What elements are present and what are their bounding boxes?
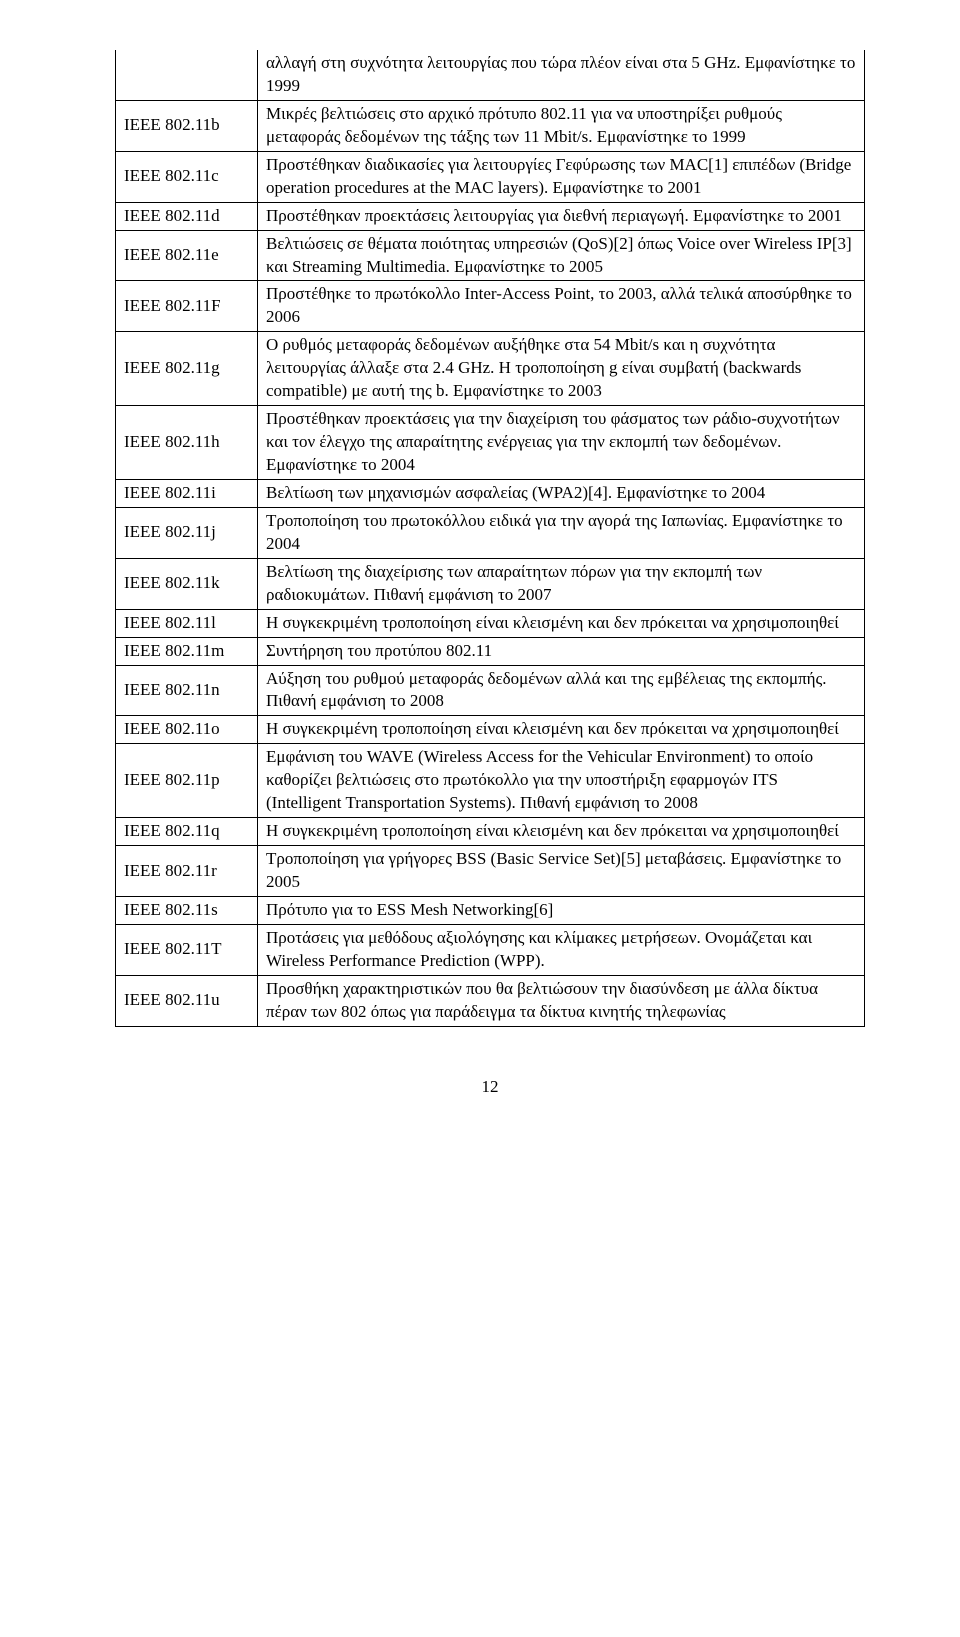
standard-cell: IEEE 802.11u	[116, 975, 258, 1026]
description-cell: Αύξηση του ρυθμού μεταφοράς δεδομένων αλ…	[258, 665, 865, 716]
description-cell: Προτάσεις για μεθόδους αξιολόγησης και κ…	[258, 924, 865, 975]
standard-cell: IEEE 802.11q	[116, 818, 258, 846]
table-row: IEEE 802.11iΒελτίωση των μηχανισμών ασφα…	[116, 479, 865, 507]
standard-cell: IEEE 802.11F	[116, 281, 258, 332]
standard-cell: IEEE 802.11m	[116, 637, 258, 665]
description-cell: Προστέθηκαν προεκτάσεις για την διαχείρι…	[258, 406, 865, 480]
description-cell: Η συγκεκριμένη τροποποίηση είναι κλεισμέ…	[258, 818, 865, 846]
standard-cell	[116, 50, 258, 100]
standard-cell: IEEE 802.11p	[116, 744, 258, 818]
table-row: IEEE 802.11qΗ συγκεκριμένη τροποποίηση ε…	[116, 818, 865, 846]
table-row: IEEE 802.11dΠροστέθηκαν προεκτάσεις λειτ…	[116, 202, 865, 230]
standard-cell: IEEE 802.11e	[116, 230, 258, 281]
description-cell: Τροποποίηση του πρωτοκόλλου ειδικά για τ…	[258, 507, 865, 558]
table-row: IEEE 802.11sΠρότυπο για το ESS Mesh Netw…	[116, 896, 865, 924]
table-row: IEEE 802.11lΗ συγκεκριμένη τροποποίηση ε…	[116, 609, 865, 637]
table-row: IEEE 802.11nΑύξηση του ρυθμού μεταφοράς …	[116, 665, 865, 716]
table-row: αλλαγή στη συχνότητα λειτουργίας που τώρ…	[116, 50, 865, 100]
table-row: IEEE 802.11eΒελτιώσεις σε θέματα ποιότητ…	[116, 230, 865, 281]
description-cell: Συντήρηση του προτύπου 802.11	[258, 637, 865, 665]
standard-cell: IEEE 802.11o	[116, 716, 258, 744]
description-cell: Προσθήκη χαρακτηριστικών που θα βελτιώσο…	[258, 975, 865, 1026]
standard-cell: IEEE 802.11d	[116, 202, 258, 230]
description-cell: Εμφάνιση του WAVE (Wireless Access for t…	[258, 744, 865, 818]
standard-cell: IEEE 802.11n	[116, 665, 258, 716]
description-cell: Βελτίωση των μηχανισμών ασφαλείας (WPA2)…	[258, 479, 865, 507]
table-row: IEEE 802.11kΒελτίωση της διαχείρισης των…	[116, 558, 865, 609]
description-cell: Προστέθηκαν διαδικασίες για λειτουργίες …	[258, 151, 865, 202]
standard-cell: IEEE 802.11h	[116, 406, 258, 480]
table-row: IEEE 802.11FΠροστέθηκε το πρωτόκολλο Int…	[116, 281, 865, 332]
table-row: IEEE 802.11pΕμφάνιση του WAVE (Wireless …	[116, 744, 865, 818]
description-cell: Τροποποίηση για γρήγορες BSS (Basic Serv…	[258, 846, 865, 897]
standard-cell: IEEE 802.11i	[116, 479, 258, 507]
description-cell: Προστέθηκε το πρωτόκολλο Inter-Access Po…	[258, 281, 865, 332]
standard-cell: IEEE 802.11l	[116, 609, 258, 637]
table-row: IEEE 802.11uΠροσθήκη χαρακτηριστικών που…	[116, 975, 865, 1026]
table-row: IEEE 802.11gΟ ρυθμός μεταφοράς δεδομένων…	[116, 332, 865, 406]
standard-cell: IEEE 802.11c	[116, 151, 258, 202]
table-row: IEEE 802.11jΤροποποίηση του πρωτοκόλλου …	[116, 507, 865, 558]
description-cell: Πρότυπο για το ESS Mesh Networking[6]	[258, 896, 865, 924]
standard-cell: IEEE 802.11k	[116, 558, 258, 609]
ieee-standards-table: αλλαγή στη συχνότητα λειτουργίας που τώρ…	[115, 50, 865, 1027]
table-row: IEEE 802.11hΠροστέθηκαν προεκτάσεις για …	[116, 406, 865, 480]
table-row: IEEE 802.11mΣυντήρηση του προτύπου 802.1…	[116, 637, 865, 665]
description-cell: Ο ρυθμός μεταφοράς δεδομένων αυξήθηκε στ…	[258, 332, 865, 406]
description-cell: Η συγκεκριμένη τροποποίηση είναι κλεισμέ…	[258, 716, 865, 744]
description-cell: αλλαγή στη συχνότητα λειτουργίας που τώρ…	[258, 50, 865, 100]
standard-cell: IEEE 802.11j	[116, 507, 258, 558]
table-row: IEEE 802.11TΠροτάσεις για μεθόδους αξιολ…	[116, 924, 865, 975]
standard-cell: IEEE 802.11T	[116, 924, 258, 975]
table-row: IEEE 802.11oΗ συγκεκριμένη τροποποίηση ε…	[116, 716, 865, 744]
standard-cell: IEEE 802.11r	[116, 846, 258, 897]
table-row: IEEE 802.11bΜικρές βελτιώσεις στο αρχικό…	[116, 100, 865, 151]
description-cell: Μικρές βελτιώσεις στο αρχικό πρότυπο 802…	[258, 100, 865, 151]
description-cell: Βελτιώσεις σε θέματα ποιότητας υπηρεσιών…	[258, 230, 865, 281]
description-cell: Η συγκεκριμένη τροποποίηση είναι κλεισμέ…	[258, 609, 865, 637]
description-cell: Προστέθηκαν προεκτάσεις λειτουργίας για …	[258, 202, 865, 230]
description-cell: Βελτίωση της διαχείρισης των απαραίτητων…	[258, 558, 865, 609]
page-number: 12	[115, 1077, 865, 1097]
standard-cell: IEEE 802.11s	[116, 896, 258, 924]
standard-cell: IEEE 802.11g	[116, 332, 258, 406]
table-row: IEEE 802.11cΠροστέθηκαν διαδικασίες για …	[116, 151, 865, 202]
standard-cell: IEEE 802.11b	[116, 100, 258, 151]
table-row: IEEE 802.11rΤροποποίηση για γρήγορες BSS…	[116, 846, 865, 897]
